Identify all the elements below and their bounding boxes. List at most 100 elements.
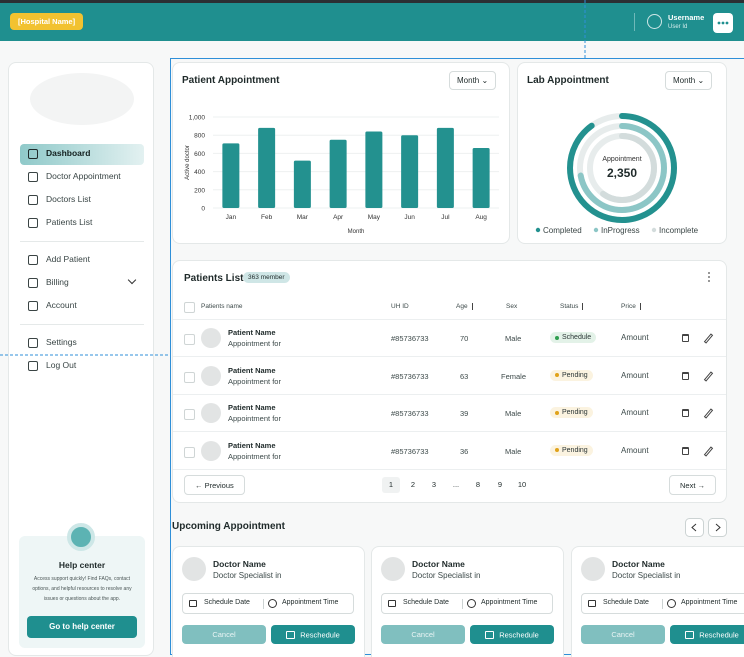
separator: [173, 431, 726, 432]
page-number[interactable]: 3: [431, 480, 437, 489]
y-axis-label: Active doctor: [185, 145, 191, 180]
nav-item[interactable]: Doctor Appointment: [46, 171, 121, 181]
calendar-icon: [485, 631, 495, 640]
patient-subtitle: Appointment for: [228, 339, 281, 348]
cancel-button[interactable]: Cancel: [182, 625, 266, 644]
doctor-specialty: Doctor Specialist in: [612, 571, 681, 580]
next-button[interactable]: Next →: [669, 475, 717, 495]
edit-button[interactable]: [703, 333, 714, 344]
x-tick-label: Jan: [226, 214, 237, 221]
edit-button[interactable]: [703, 370, 714, 382]
page-number[interactable]: 8: [475, 480, 481, 489]
patient-name: Patient Name: [228, 328, 276, 337]
page-number[interactable]: 1: [382, 477, 400, 493]
schedule-date[interactable]: Schedule Date: [403, 599, 449, 606]
reschedule-button[interactable]: Reschedule: [271, 625, 355, 644]
nav-item[interactable]: Log Out: [46, 360, 77, 370]
carousel-nav[interactable]: [685, 518, 727, 537]
appointment-time[interactable]: Appointment Time: [681, 599, 738, 606]
nav-item[interactable]: Dashboard: [46, 148, 91, 158]
x-tick-label: Aug: [475, 214, 487, 221]
separator: [173, 393, 726, 395]
schedule-date[interactable]: Schedule Date: [603, 599, 649, 606]
bar: [472, 147, 490, 208]
nav-item[interactable]: Billing: [46, 277, 69, 287]
page-number[interactable]: 10: [517, 480, 527, 489]
month-select[interactable]: Month ⌄: [449, 71, 497, 90]
nav-item[interactable]: Patients List: [46, 217, 93, 227]
more-button[interactable]: [713, 13, 733, 33]
help-button[interactable]: Go to help center: [27, 616, 137, 638]
cancel-button[interactable]: Cancel: [581, 625, 665, 644]
checkbox[interactable]: [184, 334, 195, 345]
edit-button[interactable]: [703, 445, 714, 457]
x-tick-label: Mar: [297, 214, 309, 221]
nav-item[interactable]: Add Patient: [46, 254, 90, 264]
schedule-date[interactable]: Schedule Date: [204, 599, 250, 606]
delete-button[interactable]: [682, 371, 689, 380]
patient-subtitle: Appointment for: [228, 414, 281, 423]
card-title: Patient Appointment: [182, 75, 280, 86]
month-select[interactable]: Month ⌄: [665, 71, 713, 90]
checkbox[interactable]: [184, 446, 195, 458]
patient-subtitle: Appointment for: [228, 376, 281, 386]
center-label: Appointment: [602, 156, 641, 163]
appointment-time[interactable]: Appointment Time: [481, 599, 538, 606]
previous-button[interactable]: ← Previous: [184, 475, 245, 495]
divider: [462, 599, 463, 609]
patient-name: Patient Name: [228, 365, 276, 375]
age: 63: [460, 371, 469, 381]
uh-id: #85736733: [391, 446, 429, 456]
x-tick-label: Feb: [261, 214, 273, 221]
avatar: [201, 328, 221, 348]
reschedule-button[interactable]: Reschedule: [670, 625, 744, 644]
legend-label: Completed: [543, 226, 582, 235]
doctor-specialty: Doctor Specialist in: [412, 571, 481, 580]
checkbox[interactable]: [184, 409, 195, 420]
sidebar: Dashboard Doctor Appointment Doctors List P…: [8, 62, 154, 656]
bar: [401, 135, 419, 208]
page-number[interactable]: ...: [452, 480, 460, 489]
nav-icon: [28, 361, 38, 371]
nav-active-bg: [20, 144, 144, 165]
delete-button[interactable]: [682, 409, 689, 417]
help-icon: [67, 523, 95, 551]
delete-button[interactable]: [682, 446, 689, 455]
cancel-button[interactable]: Cancel: [381, 625, 465, 644]
arrow: →: [697, 481, 706, 490]
page-number[interactable]: 2: [410, 480, 416, 489]
clock-icon: [268, 599, 277, 608]
donut-chart: Completed InProgress Incomplete Appointment…: [535, 113, 699, 235]
nav-icon: [28, 301, 38, 311]
x-axis-label: Month: [348, 229, 365, 235]
separator: [20, 241, 144, 242]
checkbox[interactable]: [184, 302, 195, 313]
page-number[interactable]: 9: [497, 480, 503, 489]
lab-appointment-card: Lab Appointment Month ⌄ Completed InProgr…: [517, 62, 727, 244]
checkbox[interactable]: [184, 371, 195, 383]
kebab-menu[interactable]: [705, 271, 713, 283]
status-text: Pending: [562, 371, 588, 379]
help-text: Access support quickly! Find FAQs, conta…: [32, 576, 132, 602]
age: 36: [460, 446, 469, 456]
nav-icon: [28, 149, 38, 159]
appointment-card: Doctor Name Doctor Specialist in Schedule …: [571, 546, 744, 657]
reschedule-button[interactable]: Reschedule: [470, 625, 554, 644]
doctor-avatar: [381, 557, 405, 581]
status-dot: [555, 448, 559, 452]
nav-item[interactable]: Doctors List: [46, 194, 91, 204]
x-tick-label: May: [368, 214, 381, 221]
edit-button[interactable]: [703, 408, 714, 419]
card-title: Patients List: [184, 273, 244, 284]
patients-list-card: Patients List 363 member Patients name UH…: [172, 260, 727, 503]
nav-icon: [28, 195, 38, 205]
nav-item[interactable]: Settings: [46, 337, 77, 347]
avatar: [201, 365, 221, 386]
user-avatar[interactable]: [647, 14, 662, 29]
nav-item[interactable]: Account: [46, 300, 77, 310]
delete-button[interactable]: [682, 334, 689, 342]
hospital-name[interactable]: [Hospital Name]: [10, 13, 84, 30]
appointment-time[interactable]: Appointment Time: [282, 599, 339, 606]
patient-subtitle: Appointment for: [228, 451, 281, 461]
